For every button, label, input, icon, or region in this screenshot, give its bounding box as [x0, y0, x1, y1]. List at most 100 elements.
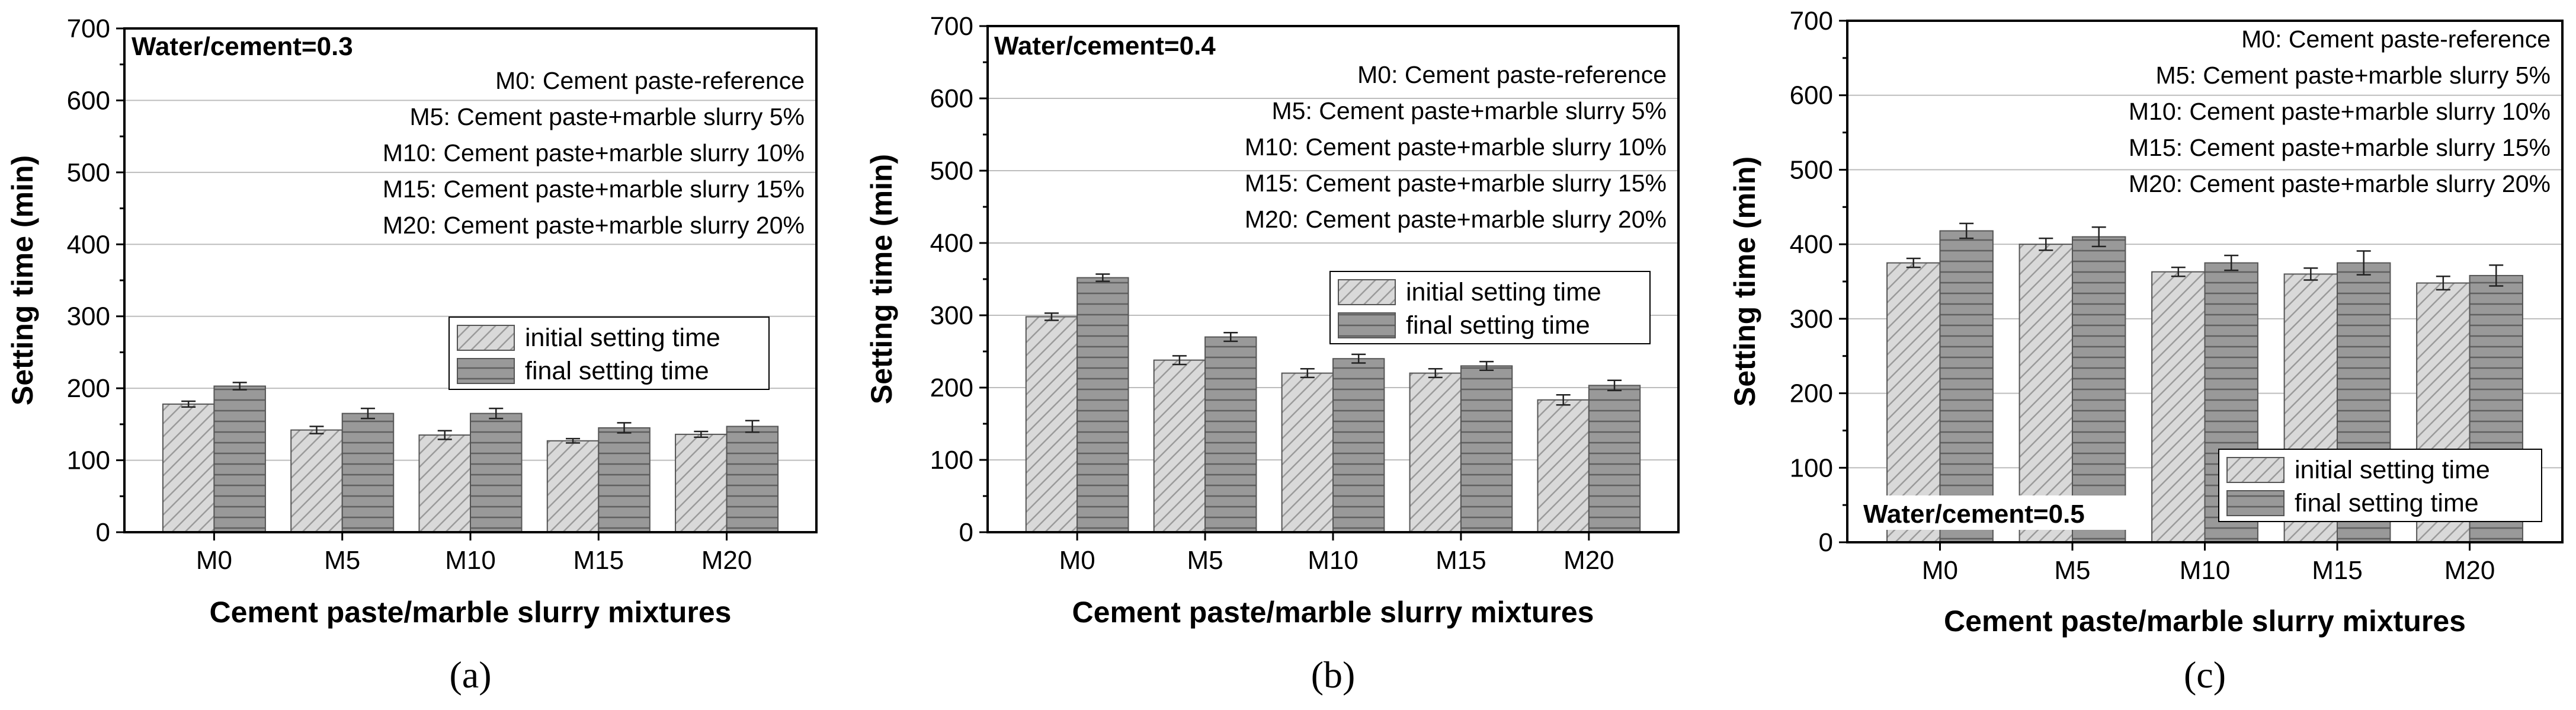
- bar: [1939, 230, 1994, 543]
- bar: [675, 433, 728, 533]
- bar: [1153, 359, 1206, 533]
- y-tick-label: 300: [67, 302, 110, 331]
- panel-letter: (c): [2184, 654, 2226, 696]
- mixture-note: M0: Cement paste-reference: [2241, 25, 2551, 53]
- y-tick-label: 100: [1790, 453, 1833, 482]
- y-tick-label: 200: [930, 373, 973, 402]
- water-cement-annotation: Water/cement=0.3: [132, 32, 353, 61]
- y-tick-label: 600: [930, 84, 973, 113]
- x-tick-label: M0: [1922, 556, 1958, 585]
- x-tick-label: M5: [2054, 556, 2090, 585]
- legend-label: initial setting time: [1406, 278, 1601, 306]
- mixture-note: M5: Cement paste+marble slurry 5%: [2155, 62, 2551, 89]
- y-tick-label: 0: [96, 518, 110, 547]
- mixture-note: M10: Cement paste+marble slurry 10%: [1245, 133, 1667, 161]
- y-tick-label: 400: [67, 230, 110, 259]
- bar: [213, 385, 266, 533]
- x-axis-label: Cement paste/marble slurry mixtures: [1072, 596, 1594, 629]
- x-tick-label: M15: [2312, 556, 2363, 585]
- x-axis-ticks: M0 M5 M10 M15 M20: [1922, 542, 2495, 585]
- x-tick-label: M5: [324, 546, 360, 575]
- x-tick-label: M10: [2180, 556, 2231, 585]
- mixture-note: M10: Cement paste+marble slurry 10%: [2129, 98, 2551, 125]
- bar: [546, 440, 600, 533]
- y-axis-label: Setting time (min): [865, 154, 898, 404]
- annotation-bg: [1848, 495, 2127, 530]
- mixture-notes: M0: Cement paste-reference M5: Cement pas…: [2129, 25, 2551, 197]
- y-tick-label: 300: [1790, 305, 1833, 334]
- x-tick-label: M15: [1436, 546, 1486, 575]
- y-axis-ticks: 0 100 200 300 400 500 600 700: [67, 14, 124, 547]
- water-cement-annotation: Water/cement=0.5: [1863, 500, 2085, 529]
- mixture-note: M0: Cement paste-reference: [1357, 61, 1667, 88]
- x-tick-label: M15: [573, 546, 624, 575]
- bar: [1332, 358, 1385, 533]
- y-tick-label: 600: [1790, 81, 1833, 110]
- legend-label: initial setting time: [2295, 456, 2490, 484]
- x-tick-label: M10: [1308, 546, 1359, 575]
- mixture-note: M15: Cement paste+marble slurry 15%: [383, 175, 805, 203]
- y-tick-label: 700: [1790, 7, 1833, 36]
- mixture-note: M20: Cement paste+marble slurry 20%: [383, 212, 805, 239]
- mixture-note: M20: Cement paste+marble slurry 20%: [1245, 206, 1667, 233]
- x-tick-label: M5: [1187, 546, 1223, 575]
- legend-swatch: [1338, 279, 1396, 305]
- bar: [598, 427, 651, 533]
- bar: [1537, 399, 1590, 533]
- legend-label: final setting time: [525, 357, 709, 385]
- legend-label: final setting time: [2295, 489, 2479, 517]
- legend-swatch: [2226, 457, 2285, 483]
- x-tick-label: M0: [196, 546, 232, 575]
- mixture-note: M5: Cement paste+marble slurry 5%: [409, 103, 805, 130]
- x-tick-label: M20: [701, 546, 752, 575]
- bar: [1409, 372, 1462, 533]
- x-tick-label: M0: [1059, 546, 1095, 575]
- y-tick-label: 300: [930, 301, 973, 330]
- y-axis-ticks: 0 100 200 300 400 500 600 700: [930, 12, 988, 547]
- legend-label: initial setting time: [525, 324, 720, 352]
- legend-swatch: [457, 358, 515, 384]
- legend-swatch: [2226, 490, 2285, 516]
- y-axis-label: Setting time (min): [1728, 156, 1761, 407]
- mixture-notes: M0: Cement paste-reference M5: Cement pas…: [383, 67, 805, 239]
- bar: [470, 412, 523, 533]
- panel-letter: (b): [1311, 654, 1356, 696]
- y-tick-label: 200: [1790, 379, 1833, 408]
- y-tick-label: 600: [67, 86, 110, 115]
- y-tick-label: 700: [67, 14, 110, 43]
- chart-panel-3: Water/cement=0.5 M0: Cement paste-referen…: [1728, 7, 2564, 696]
- mixture-notes: M0: Cement paste-reference M5: Cement pas…: [1245, 61, 1667, 233]
- bar: [1076, 277, 1129, 533]
- series-final: [1076, 273, 1641, 533]
- y-axis-ticks: 0 100 200 300 400 500 600 700: [1790, 7, 1847, 557]
- y-tick-label: 0: [1819, 528, 1833, 557]
- legend-swatch: [1338, 312, 1396, 338]
- legend: initial setting time final setting time: [1329, 271, 1651, 344]
- panel-letter: (a): [449, 654, 491, 696]
- x-axis-label: Cement paste/marble slurry mixtures: [210, 596, 732, 629]
- bar: [2071, 236, 2126, 543]
- x-tick-label: M10: [445, 546, 496, 575]
- y-tick-label: 400: [1790, 230, 1833, 259]
- y-tick-label: 0: [959, 518, 973, 547]
- mixture-note: M15: Cement paste+marble slurry 15%: [1245, 169, 1667, 197]
- bar: [1025, 316, 1078, 533]
- bar: [1588, 385, 1641, 533]
- y-tick-label: 200: [67, 374, 110, 403]
- mixture-note: M0: Cement paste-reference: [495, 67, 805, 94]
- bar: [290, 429, 343, 533]
- x-tick-label: M20: [2444, 556, 2495, 585]
- bar: [1204, 336, 1257, 533]
- chart-panel-1: Water/cement=0.3 M0: Cement paste-referen…: [6, 14, 818, 696]
- y-tick-label: 500: [1790, 155, 1833, 184]
- legend-label: final setting time: [1406, 311, 1590, 340]
- mixture-note: M15: Cement paste+marble slurry 15%: [2129, 134, 2551, 161]
- y-tick-label: 400: [930, 229, 973, 258]
- mixture-note: M20: Cement paste+marble slurry 20%: [2129, 170, 2551, 197]
- legend: initial setting time final setting time: [448, 316, 770, 390]
- bar: [418, 434, 472, 533]
- x-axis-ticks: M0 M5 M10 M15 M20: [1059, 532, 1614, 575]
- bar: [726, 426, 779, 533]
- y-tick-label: 700: [930, 12, 973, 41]
